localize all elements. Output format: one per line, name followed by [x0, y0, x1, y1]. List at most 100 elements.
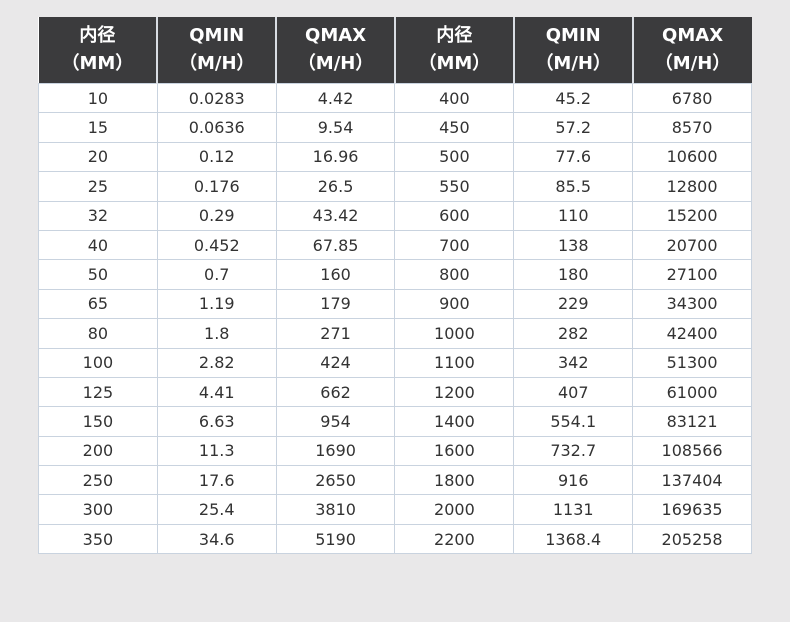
cell-qmax-left: 4.42 [276, 82, 396, 114]
cell-diameter-left: 40 [38, 230, 158, 261]
cell-diameter-left: 80 [38, 318, 158, 349]
cell-qmin-right: 138 [513, 230, 634, 261]
table-row: 80 1.8 271 1000 282 42400 [38, 318, 752, 349]
cell-qmax-right: 108566 [632, 436, 752, 467]
cell-qmin-left: 17.6 [157, 465, 277, 496]
table-row: 125 4.41 662 1200 407 61000 [38, 377, 752, 408]
cell-diameter-right: 700 [394, 230, 515, 261]
cell-qmin-right: 1131 [513, 494, 634, 525]
cell-qmin-left: 0.12 [157, 142, 277, 173]
header-cell-diameter: 内径 （MM） [38, 17, 159, 84]
cell-qmin-left: 0.176 [157, 171, 277, 202]
cell-qmin-left: 6.63 [157, 406, 277, 437]
cell-qmax-right: 137404 [632, 465, 752, 496]
cell-qmax-left: 26.5 [276, 171, 396, 202]
cell-qmax-left: 5190 [276, 524, 396, 555]
cell-qmin-left: 0.0636 [157, 112, 277, 143]
cell-diameter-left: 20 [38, 142, 158, 173]
cell-qmax-right: 169635 [632, 494, 752, 525]
cell-qmax-left: 43.42 [276, 201, 396, 231]
cell-qmax-right: 83121 [632, 406, 752, 437]
cell-qmin-left: 0.0283 [157, 82, 277, 114]
header-cell-qmin: QMIN （M/H） [513, 17, 634, 84]
cell-qmax-left: 179 [276, 289, 396, 320]
cell-qmin-right: 282 [513, 318, 634, 349]
cell-qmin-right: 342 [513, 348, 634, 378]
cell-qmax-left: 9.54 [276, 112, 396, 143]
table-row: 200 11.3 1690 1600 732.7 108566 [38, 436, 752, 467]
header-cell-qmin: QMIN （M/H） [157, 17, 278, 84]
cell-qmax-right: 61000 [632, 377, 752, 408]
cell-diameter-left: 350 [38, 524, 158, 555]
table-row: 50 0.7 160 800 180 27100 [38, 259, 752, 290]
cell-qmax-left: 160 [276, 259, 396, 290]
cell-diameter-left: 125 [38, 377, 158, 408]
cell-diameter-left: 65 [38, 289, 158, 320]
cell-qmin-left: 0.7 [157, 259, 277, 290]
cell-diameter-left: 50 [38, 259, 158, 290]
cell-diameter-right: 2000 [394, 494, 515, 525]
cell-qmax-right: 20700 [632, 230, 752, 261]
table-row: 40 0.452 67.85 700 138 20700 [38, 230, 752, 261]
cell-qmin-left: 2.82 [157, 348, 277, 378]
cell-qmin-left: 0.452 [157, 230, 277, 261]
cell-diameter-right: 1600 [394, 436, 515, 467]
cell-diameter-right: 400 [394, 82, 515, 114]
flow-spec-table: 内径 （MM） QMIN （M/H） QMAX （M/H） 内径 （MM） QMIN （M… [38, 17, 752, 555]
cell-qmin-right: 554.1 [513, 406, 634, 437]
cell-qmax-left: 2650 [276, 465, 396, 496]
cell-qmax-right: 205258 [632, 524, 752, 555]
flow-spec-table-container: 内径 （MM） QMIN （M/H） QMAX （M/H） 内径 （MM） QMIN （M… [38, 17, 752, 555]
cell-qmax-right: 27100 [632, 259, 752, 290]
cell-diameter-right: 500 [394, 142, 515, 173]
header-cell-qmax: QMAX （M/H） [276, 17, 396, 84]
cell-qmax-left: 67.85 [276, 230, 396, 261]
cell-diameter-left: 32 [38, 201, 158, 231]
table-row: 20 0.12 16.96 500 77.6 10600 [38, 142, 752, 173]
cell-qmax-right: 6780 [632, 82, 752, 114]
cell-qmax-right: 15200 [632, 201, 752, 231]
cell-qmax-right: 34300 [632, 289, 752, 320]
cell-qmin-right: 110 [513, 201, 634, 231]
cell-qmin-right: 916 [513, 465, 634, 496]
cell-qmin-left: 34.6 [157, 524, 277, 555]
cell-qmax-right: 8570 [632, 112, 752, 143]
table-row: 15 0.0636 9.54 450 57.2 8570 [38, 112, 752, 143]
header-row: 内径 （MM） QMIN （M/H） QMAX （M/H） 内径 （MM） QMIN （M… [38, 17, 752, 84]
cell-qmax-right: 51300 [632, 348, 752, 378]
cell-diameter-right: 800 [394, 259, 515, 290]
cell-diameter-left: 250 [38, 465, 158, 496]
table-row: 10 0.0283 4.42 400 45.2 6780 [38, 82, 752, 114]
cell-diameter-left: 100 [38, 348, 158, 378]
cell-qmin-right: 732.7 [513, 436, 634, 467]
table-row: 100 2.82 424 1100 342 51300 [38, 348, 752, 378]
cell-diameter-left: 150 [38, 406, 158, 437]
cell-qmin-left: 11.3 [157, 436, 277, 467]
cell-qmin-right: 229 [513, 289, 634, 320]
cell-qmax-left: 662 [276, 377, 396, 408]
cell-qmax-right: 10600 [632, 142, 752, 173]
table-row: 300 25.4 3810 2000 1131 169635 [38, 494, 752, 525]
cell-diameter-left: 15 [38, 112, 158, 143]
header-cell-qmax: QMAX （M/H） [632, 17, 752, 84]
cell-diameter-right: 1000 [394, 318, 515, 349]
cell-qmin-left: 1.19 [157, 289, 277, 320]
cell-qmax-left: 1690 [276, 436, 396, 467]
cell-qmin-right: 407 [513, 377, 634, 408]
cell-qmax-right: 42400 [632, 318, 752, 349]
cell-qmin-left: 1.8 [157, 318, 277, 349]
table-header: 内径 （MM） QMIN （M/H） QMAX （M/H） 内径 （MM） QMIN （M… [38, 17, 752, 84]
table-row: 350 34.6 5190 2200 1368.4 205258 [38, 524, 752, 555]
table-body: 10 0.0283 4.42 400 45.2 6780 15 0.0636 9.54 450 57… [38, 82, 752, 555]
cell-qmin-left: 0.29 [157, 201, 277, 231]
cell-qmin-right: 45.2 [513, 82, 634, 114]
cell-qmax-left: 16.96 [276, 142, 396, 173]
cell-qmin-right: 77.6 [513, 142, 634, 173]
cell-qmin-left: 4.41 [157, 377, 277, 408]
table-row: 32 0.29 43.42 600 110 15200 [38, 201, 752, 231]
cell-qmax-right: 12800 [632, 171, 752, 202]
cell-diameter-left: 200 [38, 436, 158, 467]
cell-qmin-right: 1368.4 [513, 524, 634, 555]
cell-diameter-right: 450 [394, 112, 515, 143]
cell-diameter-left: 300 [38, 494, 158, 525]
